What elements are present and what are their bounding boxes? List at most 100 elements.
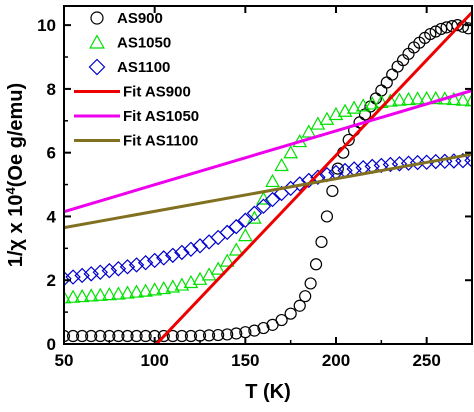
data-point xyxy=(364,96,380,110)
data-point xyxy=(139,329,152,343)
data-point xyxy=(319,111,335,125)
data-point xyxy=(462,22,472,35)
data-point xyxy=(293,299,306,312)
data-point xyxy=(111,286,126,300)
y-axis-title-suffix: (Oe g/emu) xyxy=(5,83,27,187)
data-point xyxy=(94,329,107,343)
data-point xyxy=(386,68,399,81)
data-point xyxy=(237,228,253,242)
series-as1100 xyxy=(64,152,472,287)
data-point xyxy=(326,184,339,198)
y-tick-label: 6 xyxy=(47,144,56,163)
data-point xyxy=(283,145,299,159)
data-point xyxy=(257,321,270,335)
y-tick-label: 4 xyxy=(47,207,57,226)
data-point xyxy=(380,76,393,89)
data-point xyxy=(455,92,471,106)
legend-label: Fit AS1050 xyxy=(123,108,199,125)
data-point xyxy=(219,224,235,241)
legend-label: AS1100 xyxy=(117,59,170,76)
data-point xyxy=(429,25,442,38)
data-point xyxy=(274,157,289,172)
data-point xyxy=(264,191,281,208)
legend-marker-as1050 xyxy=(89,34,105,49)
data-point xyxy=(74,288,90,303)
data-point xyxy=(201,234,217,250)
data-point xyxy=(64,290,72,304)
data-point xyxy=(120,285,135,299)
data-point xyxy=(174,244,190,261)
data-point xyxy=(275,313,288,327)
data-point xyxy=(210,261,226,275)
data-point xyxy=(331,162,344,175)
data-point xyxy=(246,205,263,221)
data-point xyxy=(451,19,464,32)
data-point xyxy=(228,218,244,235)
data-point xyxy=(299,290,312,303)
y-tick-label: 10 xyxy=(37,16,56,35)
data-point xyxy=(138,283,153,297)
data-point xyxy=(265,173,280,188)
data-point xyxy=(320,210,334,223)
data-point xyxy=(183,274,199,289)
data-point xyxy=(192,238,208,254)
fit-line-fit-as1100 xyxy=(64,152,472,230)
y-tick-label: 2 xyxy=(47,271,56,290)
fit-line-fit-as900 xyxy=(155,11,472,344)
data-point xyxy=(165,279,181,293)
data-point xyxy=(175,329,188,343)
data-point xyxy=(184,329,198,343)
data-point xyxy=(446,91,462,106)
data-point xyxy=(392,92,407,106)
y-axis-title-prefix: 1/χ x 10 xyxy=(5,195,27,268)
data-point xyxy=(342,133,355,147)
data-point xyxy=(210,229,226,246)
x-axis-title: T (K) xyxy=(245,381,291,403)
data-point xyxy=(110,261,127,277)
data-point xyxy=(92,264,108,280)
data-point xyxy=(130,329,143,343)
x-tick-label: 200 xyxy=(322,351,350,370)
data-point xyxy=(157,329,170,343)
plot-frame xyxy=(63,5,473,345)
legend-marker-as900 xyxy=(90,11,104,25)
data-point xyxy=(310,116,326,130)
data-point xyxy=(309,258,323,271)
data-point xyxy=(401,91,416,106)
axis-ticks: 50 100 150 200 250 0 2 4 6 8 10 xyxy=(37,6,472,370)
data-point xyxy=(174,277,190,291)
legend-label: AS1050 xyxy=(117,35,171,52)
data-point xyxy=(410,91,425,105)
data-point xyxy=(65,269,81,285)
data-point xyxy=(119,259,136,275)
data-point xyxy=(64,329,71,343)
data-point xyxy=(147,282,163,296)
data-point xyxy=(65,289,81,303)
data-point xyxy=(183,241,199,258)
x-tick-label: 250 xyxy=(412,351,440,370)
legend-label: AS900 xyxy=(117,10,163,27)
data-point xyxy=(192,271,208,285)
legend-label: Fit AS900 xyxy=(123,84,191,101)
fit-line-fit-as1050 xyxy=(64,89,472,214)
data-point xyxy=(337,103,353,117)
data-point xyxy=(156,280,172,295)
data-point xyxy=(74,267,90,284)
legend-label: Fit AS1100 xyxy=(123,133,198,150)
data-point xyxy=(85,329,98,343)
data-point xyxy=(304,277,317,290)
data-point xyxy=(66,329,80,343)
data-point xyxy=(373,157,390,174)
x-tick-label: 50 xyxy=(55,351,74,370)
plot-content xyxy=(64,11,472,344)
data-point xyxy=(237,212,254,229)
legend: AS900 AS1050 AS1100 Fit AS900 Fit AS1050 Fit … xyxy=(74,10,199,150)
data-point xyxy=(292,176,308,192)
data-point xyxy=(129,284,144,298)
data-point xyxy=(146,252,163,269)
data-point xyxy=(64,270,72,287)
data-point xyxy=(301,124,317,138)
data-point xyxy=(221,328,234,341)
data-point xyxy=(92,287,108,301)
